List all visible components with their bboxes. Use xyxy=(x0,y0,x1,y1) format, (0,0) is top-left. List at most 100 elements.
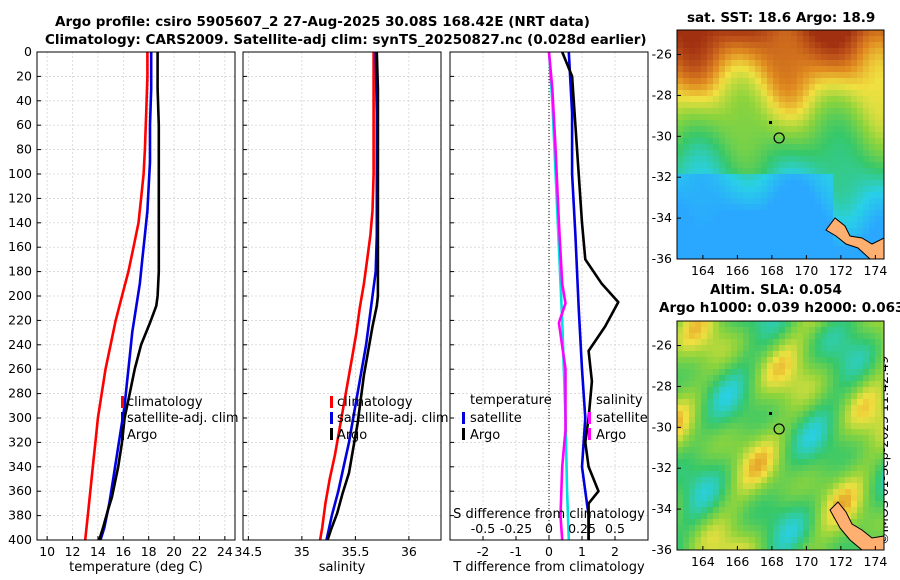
heatmap-cell xyxy=(731,90,738,97)
x-tick-label: 20 xyxy=(166,544,182,559)
heatmap-cell xyxy=(683,252,690,259)
heatmap-cell xyxy=(713,204,720,211)
heatmap-cell xyxy=(743,495,750,502)
heatmap-cell xyxy=(743,198,750,205)
heatmap-cell xyxy=(689,108,696,115)
heatmap-cell xyxy=(701,465,708,472)
heatmap-cell xyxy=(791,423,798,430)
heatmap-cell xyxy=(845,222,852,229)
heatmap-cell xyxy=(737,441,744,448)
heatmap-cell xyxy=(713,465,720,472)
legend-label-temperature: temperature xyxy=(470,393,552,408)
heatmap-cell xyxy=(827,357,834,364)
heatmap-cell xyxy=(683,321,690,328)
heatmap-cell xyxy=(779,210,786,217)
heatmap-cell xyxy=(737,429,744,436)
heatmap-cell xyxy=(755,321,762,328)
heatmap-cell xyxy=(797,144,804,151)
heatmap-cell xyxy=(743,120,750,127)
heatmap-cell xyxy=(737,459,744,466)
heatmap-cell xyxy=(743,150,750,157)
heatmap-cell xyxy=(815,90,822,97)
heatmap-cell xyxy=(833,321,840,328)
heatmap-cell xyxy=(809,228,816,235)
heatmap-cell xyxy=(851,393,858,400)
heatmap-cell xyxy=(797,126,804,133)
heatmap-cell xyxy=(707,72,714,79)
heatmap-cell xyxy=(827,477,834,484)
heatmap-cell xyxy=(695,507,702,514)
heatmap-cell xyxy=(797,483,804,490)
heatmap-cell xyxy=(797,174,804,181)
heatmap-cell xyxy=(809,501,816,508)
heatmap-cell xyxy=(839,162,846,169)
heatmap-cell xyxy=(755,66,762,73)
heatmap-cell xyxy=(707,96,714,103)
heatmap-cell xyxy=(713,459,720,466)
heatmap-cell xyxy=(803,144,810,151)
heatmap-cell xyxy=(689,30,696,37)
heatmap-cell xyxy=(767,375,774,382)
heatmap-cell xyxy=(731,216,738,223)
legend-label-climatology: climatology xyxy=(127,395,203,410)
heatmap-cell xyxy=(839,321,846,328)
heatmap-cell xyxy=(875,210,882,217)
map-y-tick-label: -28 xyxy=(652,378,672,393)
heatmap-cell xyxy=(761,357,768,364)
heatmap-cell xyxy=(677,96,684,103)
heatmap-cell xyxy=(809,543,816,550)
heatmap-cell xyxy=(743,465,750,472)
heatmap-cell xyxy=(761,174,768,181)
heatmap-cell xyxy=(815,240,822,247)
heatmap-cell xyxy=(857,363,864,370)
heatmap-cell xyxy=(749,174,756,181)
heatmap-cell xyxy=(809,531,816,538)
heatmap-cell xyxy=(773,381,780,388)
heatmap-cell xyxy=(851,132,858,139)
heatmap-cell xyxy=(785,483,792,490)
heatmap-cell xyxy=(833,198,840,205)
heatmap-cell xyxy=(689,423,696,430)
heatmap-cell xyxy=(725,222,732,229)
heatmap-cell xyxy=(845,48,852,55)
heatmap-cell xyxy=(791,387,798,394)
heatmap-cell xyxy=(743,210,750,217)
heatmap-cell xyxy=(767,162,774,169)
heatmap-cell xyxy=(695,114,702,121)
heatmap-cell xyxy=(833,483,840,490)
heatmap-cell xyxy=(773,102,780,109)
heatmap-cell xyxy=(815,435,822,442)
heatmap-cell xyxy=(815,477,822,484)
heatmap-cell xyxy=(833,42,840,49)
heatmap-cell xyxy=(875,126,882,133)
heatmap-cell xyxy=(743,513,750,520)
heatmap-cell xyxy=(677,495,684,502)
heatmap-cell xyxy=(791,417,798,424)
heatmap-cell xyxy=(695,543,702,550)
heatmap-cell xyxy=(857,441,864,448)
heatmap-cell xyxy=(857,519,864,526)
heatmap-cell xyxy=(857,30,864,37)
heatmap-cell xyxy=(821,240,828,247)
heatmap-cell xyxy=(683,198,690,205)
difference-legend-right: salinity satellite Argo xyxy=(588,393,648,443)
heatmap-cell xyxy=(785,156,792,163)
heatmap-cell xyxy=(725,120,732,127)
heatmap-cell xyxy=(737,144,744,151)
heatmap-cell xyxy=(797,36,804,43)
heatmap-cell xyxy=(881,36,884,43)
heatmap-cell xyxy=(701,327,708,334)
heatmap-cell xyxy=(755,387,762,394)
heatmap-cell xyxy=(695,369,702,376)
heatmap-cell xyxy=(767,471,774,478)
heatmap-cell xyxy=(851,429,858,436)
difference-lines xyxy=(547,51,620,541)
x-tick-label: 34.5 xyxy=(234,544,262,559)
heatmap-cell xyxy=(731,321,738,328)
heatmap-cell xyxy=(755,72,762,79)
heatmap-cell xyxy=(767,150,774,157)
heatmap-cell xyxy=(689,411,696,418)
heatmap-cell xyxy=(809,72,816,79)
heatmap-cell xyxy=(689,537,696,544)
heatmap-cell xyxy=(869,42,876,49)
